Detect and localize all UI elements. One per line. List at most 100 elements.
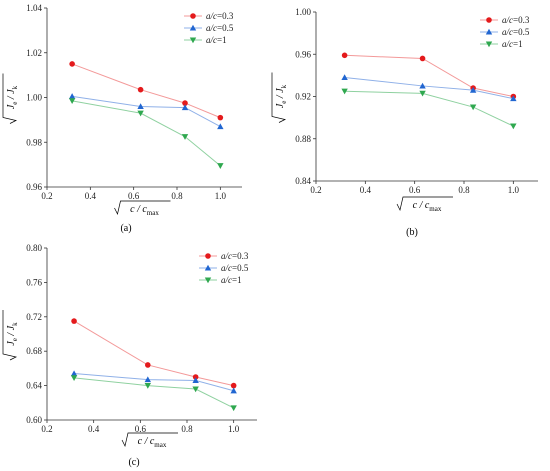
data-point <box>419 82 426 89</box>
series-line-1 <box>72 95 221 128</box>
sqrt-symbol <box>271 72 287 123</box>
x-tick-label: 0.8 <box>181 424 193 434</box>
legend-marker <box>486 17 492 23</box>
data-point <box>230 405 237 412</box>
series-line-1 <box>344 76 514 100</box>
series-line-2 <box>344 90 514 127</box>
data-point <box>137 86 144 93</box>
sqrt-symbol <box>114 200 171 216</box>
data-point <box>469 104 477 111</box>
x-tick-label: 0.8 <box>458 185 470 195</box>
data-point <box>70 375 78 382</box>
chart-panel: 0.2 0.4 0.6 0.8 1.0 0.96 0.98 1.00 1.02 1.04 a/c=0… <box>2 3 242 234</box>
legend-label: a/c=0.3 <box>221 251 249 261</box>
legend-label: a/c=0.5 <box>206 23 234 33</box>
data-point <box>341 52 348 59</box>
data-point <box>68 98 76 105</box>
series-line-0 <box>344 54 514 97</box>
sqrt-symbol <box>121 432 178 448</box>
data-point <box>510 123 517 130</box>
data-point <box>192 377 199 383</box>
x-tick-label: 1.0 <box>215 191 227 201</box>
legend-marker <box>485 41 493 48</box>
y-tick-label: 0.88 <box>295 134 311 144</box>
data-point <box>341 88 348 95</box>
data-point <box>192 386 199 393</box>
x-axis-title-text: c / cmax <box>138 436 167 449</box>
data-point <box>137 110 144 117</box>
data-point <box>419 90 426 97</box>
legend-label: a/c=1 <box>502 39 523 49</box>
legend-marker <box>190 13 196 19</box>
data-point <box>341 74 348 81</box>
series-line-0 <box>71 63 221 119</box>
chart-panel: 0.2 0.4 0.6 0.8 1.0 0.84 0.88 0.92 0.96 1.00 a/c=0… <box>271 7 538 238</box>
y-tick-label: 0.64 <box>26 381 42 391</box>
data-point <box>69 61 75 67</box>
x-axis-title-text: c / cmax <box>413 200 442 213</box>
data-point <box>510 95 517 102</box>
data-point <box>181 104 189 111</box>
x-tick-label: 0.2 <box>41 424 52 434</box>
y-tick-label: 0.96 <box>26 182 42 192</box>
data-point <box>469 86 477 93</box>
x-tick-label: 0.4 <box>360 185 372 195</box>
x-axis-title: c / cmax <box>121 432 178 449</box>
x-tick-label: 0.4 <box>85 191 97 201</box>
data-point <box>68 93 76 99</box>
data-point <box>230 387 237 394</box>
sqrt-symbol <box>2 310 18 361</box>
data-point <box>217 123 224 130</box>
y-tick-label: 1.00 <box>26 93 42 103</box>
y-tick-label: 1.04 <box>26 3 42 13</box>
legend-marker <box>205 253 211 259</box>
y-tick-label: 1.00 <box>295 7 311 17</box>
series-line-1 <box>74 373 234 392</box>
data-point <box>182 100 188 106</box>
legend-marker <box>485 28 493 35</box>
legend-label: a/c=0.5 <box>221 263 249 273</box>
series-line-2 <box>74 377 234 409</box>
data-point <box>192 374 199 380</box>
legend-label: a/c=0.3 <box>502 15 530 25</box>
legend-marker <box>204 277 212 284</box>
panel-label: (c) <box>128 457 139 468</box>
y-axis-title-text: Je / Jk <box>6 322 19 346</box>
y-axis-title: Je / Jk <box>2 310 19 361</box>
legend-label: a/c=1 <box>206 35 227 45</box>
y-tick-label: 0.76 <box>26 277 42 287</box>
x-tick-label: 0.2 <box>41 191 52 201</box>
y-tick-label: 0.98 <box>26 137 42 147</box>
x-axis-title: c / cmax <box>396 196 453 213</box>
y-tick-label: 0.92 <box>295 92 311 102</box>
x-axis-title: c / cmax <box>114 200 171 217</box>
panel-label: (a) <box>120 223 131 234</box>
x-axis-title-text: c / cmax <box>130 204 159 217</box>
x-tick-label: 1.0 <box>228 424 240 434</box>
data-point <box>217 163 224 169</box>
y-axis-title: Je / Jk <box>271 72 288 123</box>
data-point <box>145 362 151 368</box>
y-axis-title-text: Je / Jk <box>275 84 288 108</box>
chart-panel: 0.2 0.4 0.6 0.8 1.0 0.60 0.64 0.68 0.72 0.76 0.80 a… <box>2 243 257 468</box>
data-point <box>70 370 78 377</box>
series-line-0 <box>73 320 234 387</box>
y-axis-title-text: Je / Jk <box>6 85 19 109</box>
x-tick-label: 0.2 <box>310 185 321 195</box>
data-point <box>181 134 189 140</box>
legend-label: a/c=0.5 <box>502 27 530 37</box>
sqrt-symbol <box>2 73 18 124</box>
data-point <box>144 383 151 389</box>
data-point <box>419 55 426 62</box>
x-tick-label: 0.4 <box>88 424 100 434</box>
y-tick-label: 0.60 <box>26 415 42 425</box>
y-axis-title: Je / Jk <box>2 73 19 124</box>
y-tick-label: 0.68 <box>26 346 42 356</box>
data-point <box>230 382 237 389</box>
x-tick-label: 0.6 <box>128 191 140 201</box>
y-tick-label: 0.96 <box>295 49 311 59</box>
legend-marker <box>204 264 212 271</box>
data-point <box>71 318 77 324</box>
series-line-2 <box>72 100 221 167</box>
